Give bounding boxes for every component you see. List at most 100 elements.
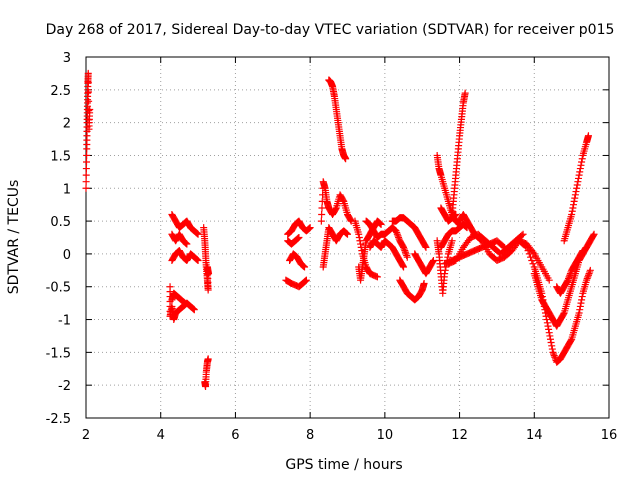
data-point [550, 350, 558, 358]
data-point [575, 171, 583, 179]
data-point [82, 158, 90, 166]
data-point [342, 155, 350, 163]
data-point [302, 276, 310, 284]
data-point [574, 174, 582, 182]
data-point [586, 266, 594, 274]
plot-frame [85, 56, 610, 419]
data-point [571, 194, 579, 202]
data-point [548, 345, 556, 353]
data-point [400, 263, 408, 271]
data-point [422, 243, 430, 251]
x-tick-label: 8 [306, 428, 314, 443]
data-point [204, 355, 212, 363]
data-point [583, 275, 591, 283]
data-point [444, 253, 452, 261]
data-point [194, 256, 202, 264]
data-point [584, 132, 592, 140]
data-point [402, 250, 410, 258]
data-point [183, 240, 191, 248]
y-tick-label: -1.5 [46, 346, 71, 361]
data-point [529, 260, 537, 268]
data-point [571, 191, 579, 199]
data-point [573, 181, 581, 189]
data-point [82, 184, 90, 192]
data-point [545, 325, 553, 333]
data-point [332, 205, 340, 213]
data-point [421, 242, 429, 250]
data-point [566, 271, 574, 279]
data-point [82, 171, 90, 179]
data-point [577, 299, 585, 307]
data-point [347, 216, 355, 224]
data-point [586, 268, 594, 276]
data-point [306, 224, 314, 232]
data-point [355, 230, 363, 238]
y-tick-label: 0 [63, 248, 71, 263]
data-point [356, 237, 364, 245]
data-point [566, 270, 574, 278]
data-point [548, 342, 556, 350]
data-point [85, 97, 93, 105]
data-point [565, 273, 573, 281]
data-point [578, 158, 586, 166]
data-point [578, 155, 586, 163]
data-point [583, 276, 591, 284]
data-point [564, 276, 572, 284]
data-point [357, 240, 365, 248]
data-point [84, 69, 92, 77]
axis-ticks: 2 4 6 8 10 12 14 16 -2.5 -2 -1.5 -1 -0.5 0 0.5 1 1.5 2 2.5… [46, 51, 618, 443]
data-point [518, 231, 526, 239]
data-point [578, 296, 586, 304]
data-point [565, 275, 573, 283]
data-point [395, 234, 403, 241]
data-point [519, 230, 527, 238]
data-point [84, 79, 92, 87]
x-tick-label: 12 [451, 428, 468, 443]
data-point [547, 339, 555, 347]
data-point [394, 232, 402, 240]
data-point [544, 322, 552, 330]
data-point [401, 248, 409, 256]
data-point [546, 332, 554, 340]
data-point [578, 248, 586, 256]
data-point [393, 229, 401, 237]
data-point [441, 270, 449, 278]
data-point [205, 270, 213, 278]
y-tick-label: 2.5 [50, 84, 71, 99]
data-point [448, 237, 456, 245]
data-point [318, 204, 326, 212]
data-point [550, 352, 558, 360]
data-point [393, 230, 401, 238]
data-point [579, 247, 587, 255]
data-point [574, 178, 582, 186]
data-point [181, 299, 189, 307]
data-point [528, 256, 536, 264]
data-point [400, 243, 408, 251]
data-point [573, 184, 581, 192]
data-point [355, 234, 363, 241]
data-point [295, 234, 303, 241]
data-point [461, 89, 469, 97]
x-tick-label: 16 [601, 428, 618, 443]
data-point [344, 230, 351, 238]
data-point [546, 335, 554, 343]
data-point [301, 263, 309, 271]
data-point [575, 309, 583, 317]
data-point [392, 227, 400, 235]
x-tick-label: 10 [377, 428, 394, 443]
data-point [529, 248, 537, 256]
data-point [83, 151, 91, 159]
data-point [576, 306, 584, 314]
data-point [84, 88, 92, 96]
x-tick-label: 6 [231, 428, 239, 443]
data-point [589, 231, 597, 239]
y-tick-label: 3 [63, 51, 71, 66]
data-point [373, 273, 381, 281]
data-point [403, 253, 411, 261]
data-point [318, 211, 326, 219]
data-point [543, 316, 551, 324]
data-point [522, 242, 530, 250]
data-point [570, 201, 578, 209]
